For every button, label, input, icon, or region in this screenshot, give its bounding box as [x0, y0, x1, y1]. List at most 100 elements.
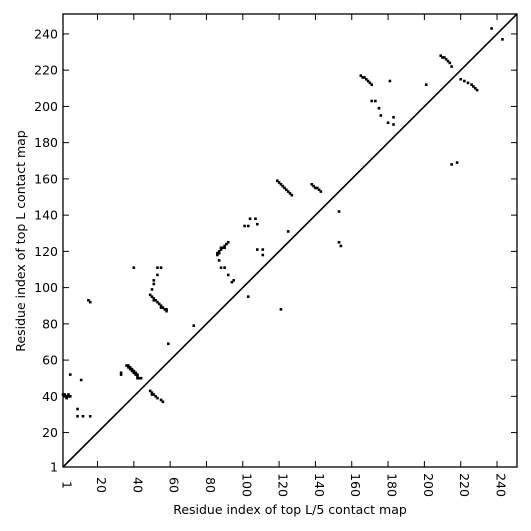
contact-point: [256, 248, 259, 251]
contact-point: [130, 367, 134, 371]
contact-point: [319, 190, 323, 193]
contact-point: [88, 300, 92, 304]
contact-point: [152, 279, 156, 282]
contact-point: [67, 393, 70, 396]
x-tick-label: 60: [167, 477, 182, 493]
contact-point: [288, 192, 292, 195]
contact-point: [79, 378, 83, 382]
contact-point: [130, 369, 134, 373]
y-axis-label: Residue index of top L contact map: [13, 130, 28, 351]
x-tick-label: 160: [348, 473, 363, 497]
contact-point: [246, 224, 250, 228]
contact-point: [361, 76, 364, 79]
contact-point: [192, 324, 196, 327]
contact-point: [374, 99, 377, 103]
contact-point: [364, 77, 368, 81]
contact-point: [159, 398, 163, 402]
contact-point: [134, 373, 137, 376]
contact-point: [132, 369, 136, 373]
contact-point: [136, 375, 139, 378]
y-tick-label: 140: [34, 208, 58, 223]
contact-point: [337, 210, 341, 213]
contact-point: [370, 99, 374, 103]
contact-point: [470, 83, 473, 86]
contact-point: [159, 306, 163, 309]
contact-point: [366, 79, 370, 83]
x-tick-label: 40: [130, 477, 145, 493]
contact-point: [134, 371, 137, 375]
contact-point: [314, 186, 317, 190]
contact-point: [136, 373, 139, 376]
contact-point: [217, 250, 221, 253]
contact-point: [277, 181, 281, 184]
contact-point: [68, 395, 72, 398]
contact-point: [137, 376, 141, 380]
x-tick-label: 120: [276, 473, 291, 497]
contact-point: [128, 366, 132, 369]
contact-point: [475, 88, 479, 92]
contact-point: [377, 106, 381, 110]
contact-point: [219, 248, 223, 251]
contact-point: [223, 244, 226, 248]
contact-point: [127, 366, 130, 369]
contact-point: [148, 293, 152, 297]
contact-point: [261, 253, 265, 257]
contact-point: [65, 396, 68, 400]
contact-point: [359, 74, 363, 77]
contact-point: [246, 295, 250, 298]
contact-point: [441, 56, 444, 59]
x-tick-label: 1: [60, 481, 75, 489]
contact-point: [139, 376, 143, 380]
contact-point: [290, 193, 294, 197]
contact-point: [154, 299, 157, 302]
y-tick-label: 20: [42, 425, 58, 440]
contact-point: [254, 217, 257, 221]
y-tick-label: 200: [34, 99, 58, 114]
contact-point: [216, 251, 219, 255]
contact-point: [165, 308, 168, 311]
contact-point: [221, 246, 225, 250]
contact-point: [119, 371, 123, 375]
contact-point: [315, 186, 319, 190]
contact-point: [76, 407, 79, 411]
y-tick-label: 240: [34, 26, 58, 41]
contact-point: [286, 230, 290, 233]
contact-point: [163, 308, 166, 311]
contact-point: [157, 302, 161, 306]
contact-point: [167, 342, 170, 346]
contact-point: [152, 393, 156, 396]
contact-point: [125, 364, 128, 367]
contact-point: [150, 288, 154, 291]
y-tick-label: 160: [34, 171, 58, 186]
y-tick-label: 80: [42, 316, 58, 331]
x-axis-label: Residue index of top L/5 contact map: [173, 502, 407, 517]
contact-point: [68, 373, 72, 376]
contact-point: [226, 273, 230, 277]
contact-point: [119, 373, 123, 376]
contact-point: [148, 389, 152, 393]
contact-point: [63, 393, 67, 396]
contact-point: [363, 76, 366, 79]
contact-point: [370, 83, 374, 86]
contact-point: [159, 304, 163, 308]
contact-point: [317, 188, 321, 192]
contact-point: [152, 282, 156, 286]
contact-point: [281, 184, 285, 188]
x-tick-label: 140: [312, 473, 327, 497]
contact-point: [128, 367, 132, 371]
x-tick-label: 240: [494, 473, 509, 497]
contact-point: [76, 414, 79, 418]
contact-point: [463, 79, 466, 83]
contact-point: [450, 163, 453, 166]
contact-point: [444, 58, 448, 61]
contact-point: [152, 299, 156, 302]
y-tick-label: 120: [34, 244, 58, 259]
contact-point: [232, 279, 235, 282]
contact-point: [459, 77, 462, 81]
contact-point: [448, 61, 452, 65]
contact-point: [217, 251, 221, 255]
y-tick-label: 60: [42, 353, 58, 368]
contact-point: [455, 161, 459, 164]
contact-point: [161, 400, 165, 404]
